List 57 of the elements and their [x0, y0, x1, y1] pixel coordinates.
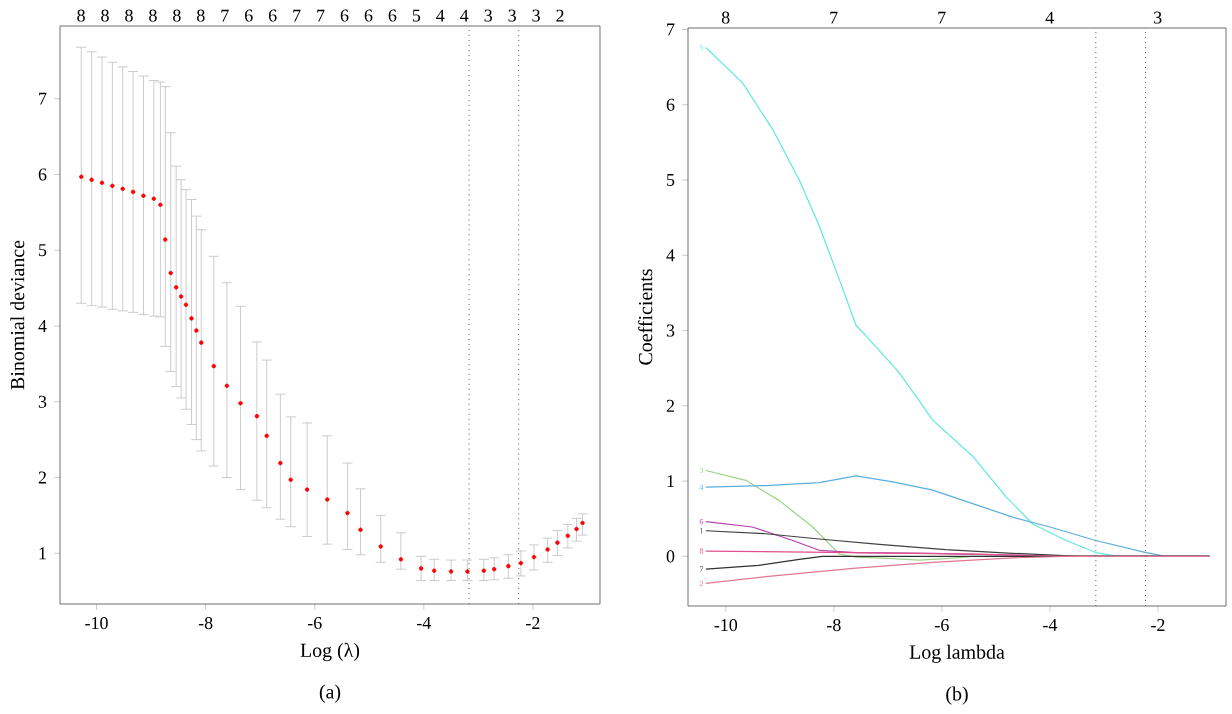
- x-tick-label: -8: [827, 619, 841, 632]
- text: 7: [221, 9, 229, 22]
- y-tick-label: 7: [667, 23, 675, 36]
- y-tick-label: 1: [667, 475, 674, 487]
- x-tick-label: -10: [714, 619, 738, 632]
- text: 6: [245, 9, 253, 22]
- y-axis-title: Binomial deviance: [10, 240, 25, 390]
- text: 8: [173, 9, 181, 22]
- text: 6: [268, 9, 277, 22]
- x-tick-label: -2: [526, 617, 540, 629]
- x-axis-title: Log lambda: [909, 644, 1005, 663]
- y-tick-label: 2: [666, 399, 674, 412]
- text: 3: [484, 9, 492, 22]
- text: 5: [412, 9, 421, 22]
- text: 3: [532, 9, 540, 22]
- text: 8: [101, 9, 109, 22]
- x-tick-label: -4: [1043, 619, 1058, 631]
- y-tick-label: 2: [38, 471, 46, 484]
- text: 7: [938, 11, 946, 24]
- y-tick-label: 4: [38, 320, 47, 332]
- x-tick-label: -6: [307, 617, 322, 630]
- y-tick-label: 5: [667, 174, 675, 186]
- text: 4: [1045, 11, 1054, 24]
- y-tick-label: 6: [666, 98, 675, 111]
- text: 7: [830, 11, 838, 24]
- x-tick-label: -10: [85, 617, 108, 630]
- text: 8: [77, 9, 85, 22]
- y-axis-title: Coefficients: [638, 269, 653, 365]
- text: 3: [508, 9, 516, 22]
- text: (a): [319, 684, 341, 703]
- text: 8: [125, 9, 133, 22]
- y-tick-label: 4: [666, 249, 675, 262]
- text: 6: [340, 9, 349, 22]
- text: 7: [293, 9, 301, 22]
- text: 8: [197, 9, 205, 22]
- y-tick-label: 0: [666, 550, 675, 563]
- text: 7: [317, 9, 325, 22]
- y-tick-label: 3: [666, 324, 675, 337]
- x-tick-label: -6: [935, 619, 949, 632]
- text: 2: [556, 9, 564, 22]
- text: 6: [364, 9, 373, 22]
- y-tick-label: 7: [39, 92, 47, 105]
- x-tick-label: -8: [198, 617, 213, 630]
- text: 4: [460, 9, 469, 22]
- text: 3: [1154, 11, 1162, 24]
- text: (b): [946, 686, 968, 705]
- text: 6: [388, 9, 397, 22]
- y-tick-label: 6: [38, 168, 47, 181]
- y-tick-label: 3: [38, 395, 47, 408]
- text: 8: [149, 9, 157, 22]
- x-tick-label: -4: [417, 617, 431, 629]
- text: 8: [721, 11, 730, 24]
- text: 4: [436, 9, 445, 22]
- y-tick-label: 5: [39, 244, 47, 257]
- x-axis-title: Log (λ): [300, 642, 360, 662]
- x-tick-label: -2: [1151, 619, 1165, 631]
- y-tick-label: 1: [39, 547, 46, 560]
